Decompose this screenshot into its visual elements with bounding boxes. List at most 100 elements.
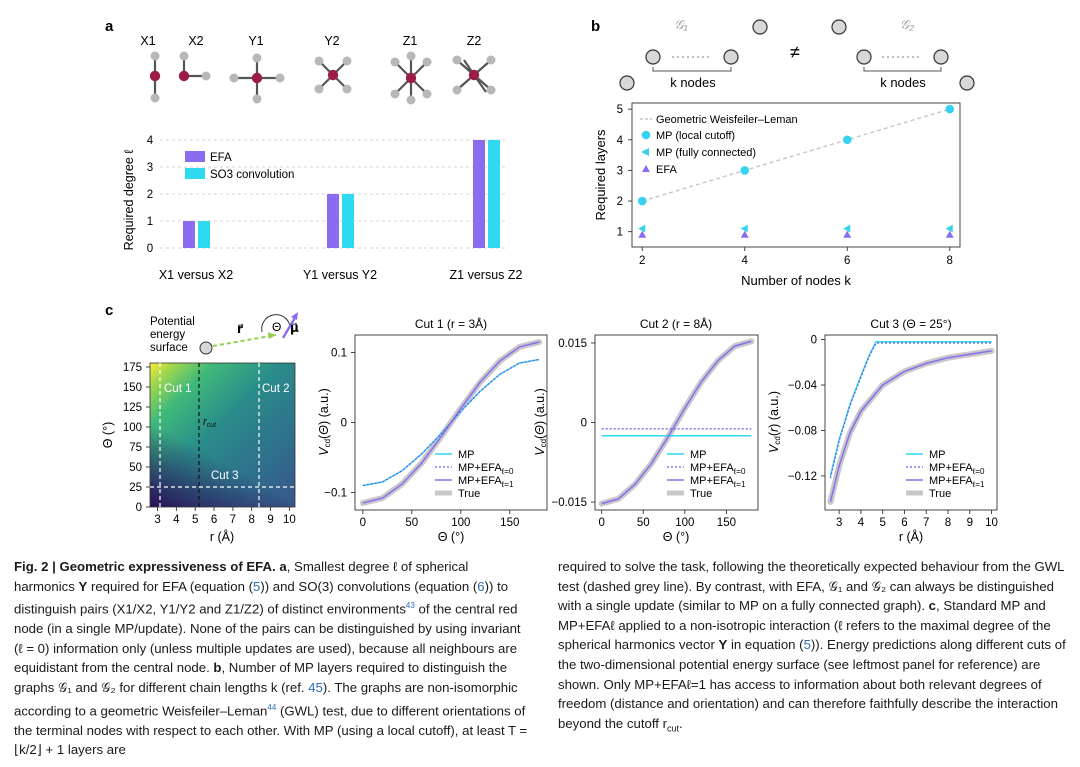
point-efa [638,230,647,238]
y-axis-label: Vcd(r) (a.u.) [767,391,782,453]
caption-panel-label: c [928,598,937,614]
plot-frame [824,334,998,511]
cut2-label: Cut 2 [262,383,290,395]
x-tick-label: 4 [173,514,180,526]
caption-text: )) and SO(3) convolutions (equation ( [260,578,478,594]
caption-title: Fig. 2 | Geometric expressiveness of EFA… [14,559,276,574]
y-tick-label: −0.08 [788,425,817,437]
theta-label: Θ [272,320,281,334]
bar-chart-a: Required degree ℓ 0 1 2 3 4 X1 versus X2 Y1 v… [122,135,523,282]
x-tick-label: 4 [858,517,865,529]
caption-text: . [679,715,683,731]
legend-label: MP+EFAℓ=1 [929,475,985,489]
caption-text: , Smallest degree ℓ of spherical harmoni… [14,559,469,594]
y-axis-label: Vcd(Θ) (a.u.) [533,388,548,456]
cut3-label: Cut 3 [211,470,239,482]
y-tick-label: 0 [341,418,347,430]
x-tick-label: 7 [923,517,929,529]
category-label: Z1 versus Z2 [450,268,523,282]
caption-text: ). The graphs are non-isomorphic accordi… [14,679,518,718]
chart-title: Cut 1 (r = 3Å) [415,316,487,331]
legend-b: Geometric Weisfeiler–Leman MP (local cut… [640,114,798,176]
y-tick-label: −0.1 [324,488,347,500]
y-tick-label: 0 [136,502,142,514]
pes-label: energy [150,329,185,341]
legend-label: MP+EFAℓ=1 [690,475,746,489]
caption-text: required for EFA (equation ( [87,578,253,594]
y-tick-label: 0.015 [558,338,587,350]
caption-citation[interactable]: 44 [267,702,277,712]
point-efa [945,230,954,238]
x-axis-label: r (Å) [899,529,923,544]
y-tick-label: 3 [147,162,153,174]
panel-a-label: a [105,18,114,35]
molecule-x2: X2 [178,34,211,82]
legend-label: EFA [656,164,677,176]
y-axis-label: Θ (°) [101,422,115,449]
series-line [829,350,992,503]
caption-bold-y: Y [78,578,88,594]
caption-ref[interactable]: 45 [308,679,323,695]
category-label: Y1 versus Y2 [303,268,377,282]
caption-text: , Standard MP and MP+EFAℓ applied to a n… [558,598,1051,653]
caption-text: required to solve the task, following th… [558,559,1065,614]
y-tick-label: −0.04 [788,380,818,392]
caption-subscript: cut [667,723,680,734]
point-mp-local [842,135,852,145]
y-tick-label: 0 [147,243,153,255]
y-axis-label: Required degree ℓ [122,150,136,251]
y-tick-label: 150 [123,382,142,394]
y-tick-label: 75 [129,442,142,454]
bar-so3-convolution [342,194,354,248]
y-tick-label: 125 [123,402,142,414]
x-tick-label: 6 [211,514,217,526]
chart-title: Cut 3 (Θ = 25°) [870,317,951,331]
figure-canvas: a X1 X2 Y1 [101,17,998,544]
scatter-chart-b: Required layers Number of nodes k 2 4 6 8 1 2… [593,102,961,288]
molecule-label: X2 [188,34,203,48]
caption-ref[interactable]: 5 [803,637,811,653]
x-tick-label: 8 [248,514,254,526]
point-efa [843,230,852,238]
point-mp-local [740,166,750,175]
x-axis-label: r (Å) [210,529,234,544]
y-tick-label: 0 [811,335,817,347]
y-tick-label: 0 [581,418,587,430]
caption-ref[interactable]: 5 [252,578,261,594]
y-tick-label: −0.015 [552,497,588,509]
y-tick-label: −0.12 [788,471,817,483]
x-tick-label: 5 [192,514,198,526]
caption-paragraph-left: Fig. 2 | Geometric expressiveness of EFA… [14,557,532,760]
y-axis-label: Vcd(Θ) (a.u.) [317,388,332,456]
y-tick-label: 1 [147,216,153,228]
caption-text: (GWL) test, due to different orientation… [14,702,528,758]
y-tick-label: 4 [147,135,154,147]
x-tick-label: 10 [985,517,998,529]
molecule-z2: Z2 [452,34,496,95]
cut1-chart: Cut 1 (r = 3Å) Θ (°) Vcd(Θ) (a.u.) 0 50 10… [317,316,548,544]
y-tick-label: 175 [123,362,142,374]
point-mp-full [638,224,646,233]
point-efa [740,230,749,238]
x-tick-label: 100 [451,517,470,529]
x-tick-label: 2 [639,255,645,267]
pes-schematic: Potential energy surface r⃗ Θ μ⃗ [150,312,299,355]
caption-citation[interactable]: 43 [405,601,415,611]
x-tick-label: 0 [598,517,604,529]
y-tick-label: 50 [129,462,142,474]
caption-panel-label: a [279,559,287,574]
vector-mu-label: μ⃗ [290,321,299,335]
caption-text: in equation ( [727,637,804,653]
legend-swatch-so3 [185,168,205,179]
caption-text: )). Energy predictions along different c… [558,637,1066,731]
cut2-chart: Cut 2 (r = 8Å) Θ (°) Vcd(Θ) (a.u.) 0 50 10… [533,316,759,544]
caption-ref[interactable]: 6 [477,578,485,594]
category-label: X1 versus X2 [159,268,233,282]
legend-label: True [690,488,712,500]
series-line [829,341,992,477]
caption-paragraph-right: required to solve the task, following th… [558,557,1070,739]
series-line [601,340,752,505]
bar-efa [183,221,195,248]
legend-label: MP+EFAℓ=1 [458,475,514,489]
